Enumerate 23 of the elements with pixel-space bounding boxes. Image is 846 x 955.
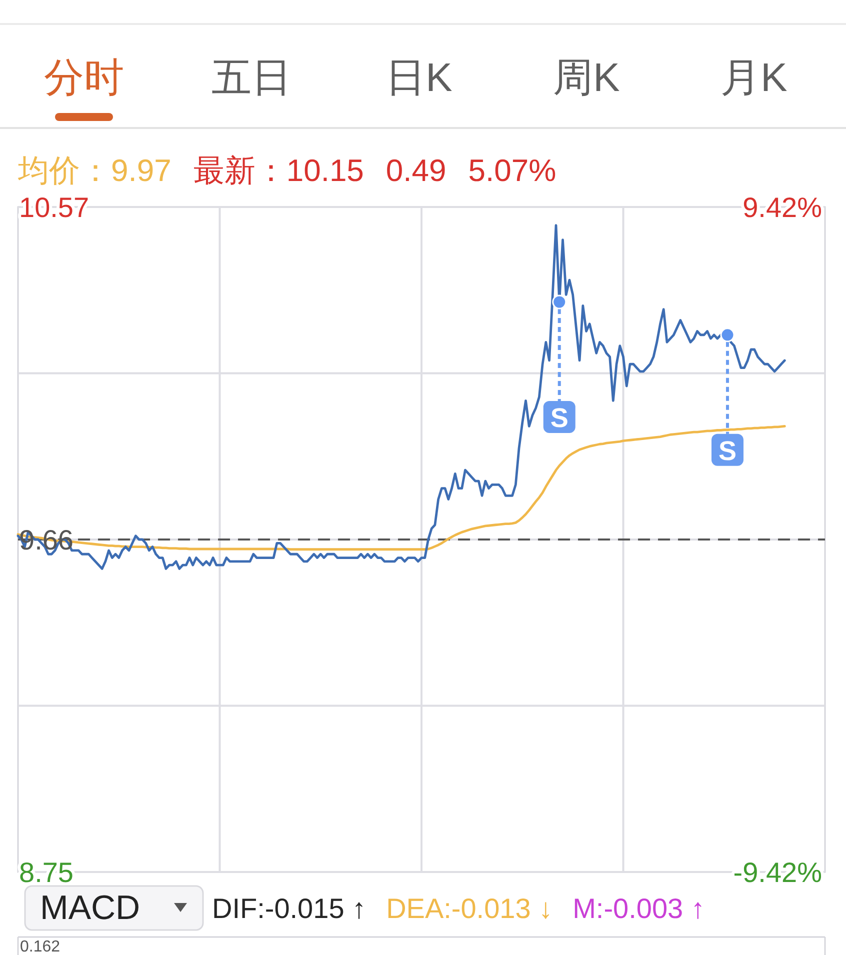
text: 最新：10.15 bbox=[193, 152, 364, 188]
text: 周K bbox=[553, 56, 620, 100]
text: DIF:-0.015 ↑ bbox=[212, 892, 366, 924]
text: 月K bbox=[720, 56, 788, 100]
y-tick-label: 8.75 bbox=[19, 856, 74, 888]
line-series bbox=[16, 224, 786, 570]
annotation: S bbox=[718, 436, 736, 466]
text: 日K bbox=[386, 56, 453, 100]
text: M:-0.003 ↑ bbox=[572, 892, 705, 924]
y2-tick-label: -9.42% bbox=[733, 856, 822, 888]
y2-tick-label: 9.42% bbox=[742, 192, 822, 222]
chart-title: 分时 bbox=[44, 56, 124, 100]
signal-badge: S bbox=[543, 309, 576, 433]
text: DEA:-0.013 ↓ bbox=[386, 892, 553, 924]
signal-badge: S bbox=[711, 342, 744, 466]
text: 五日 bbox=[212, 56, 292, 100]
text: 0.162 bbox=[20, 938, 60, 955]
text: 0.49 bbox=[386, 152, 446, 188]
text: 5.07% bbox=[468, 152, 556, 188]
text: 均价：9.97 bbox=[17, 152, 172, 188]
annotation: S bbox=[550, 403, 568, 433]
y-tick-label: 10.57 bbox=[19, 192, 90, 222]
text: MACD bbox=[40, 889, 140, 927]
